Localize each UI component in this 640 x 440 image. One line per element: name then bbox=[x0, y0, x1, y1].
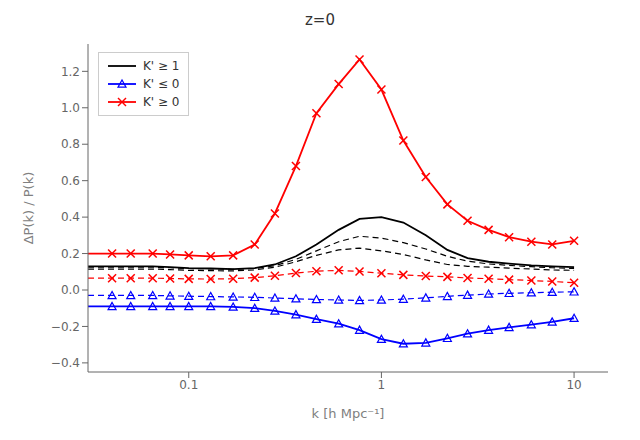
svg-text:k [h Mpc⁻¹]: k [h Mpc⁻¹] bbox=[312, 406, 385, 421]
svg-text:ΔP(k) / P(k): ΔP(k) / P(k) bbox=[21, 172, 36, 245]
svg-text:0.1: 0.1 bbox=[179, 378, 198, 392]
svg-text:0.6: 0.6 bbox=[61, 174, 80, 188]
html-text:z=0: z=0 bbox=[305, 11, 335, 29]
html-text:K' ≤ 0: K' ≤ 0 bbox=[143, 77, 180, 91]
svg-text:1.0: 1.0 bbox=[61, 101, 80, 115]
svg-text:−0.4: −0.4 bbox=[51, 356, 80, 370]
svg-text:0.0: 0.0 bbox=[61, 283, 80, 297]
svg-text:0.2: 0.2 bbox=[61, 247, 80, 261]
html-text:K' ≥ 0: K' ≥ 0 bbox=[143, 95, 180, 109]
svg-text:1.2: 1.2 bbox=[61, 65, 80, 79]
svg-text:10: 10 bbox=[566, 378, 581, 392]
html-text:K' ≥ 1: K' ≥ 1 bbox=[143, 59, 180, 73]
svg-text:0.8: 0.8 bbox=[61, 137, 80, 151]
svg-text:−0.2: −0.2 bbox=[51, 320, 80, 334]
svg-text:1: 1 bbox=[378, 378, 386, 392]
svg-text:0.4: 0.4 bbox=[61, 210, 80, 224]
